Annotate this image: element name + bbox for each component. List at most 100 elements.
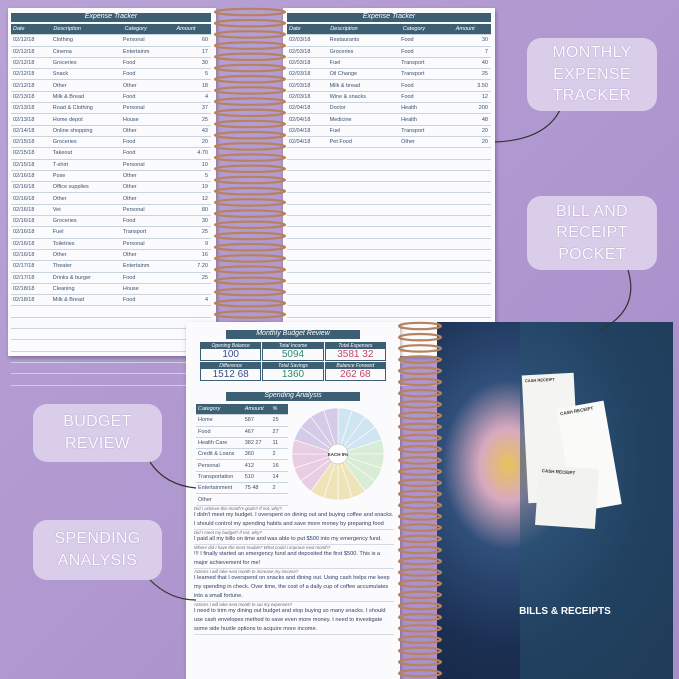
cell: 467 bbox=[244, 428, 254, 435]
spiral-ring bbox=[397, 422, 443, 432]
cell-label: Total Income bbox=[263, 343, 323, 349]
cell: Cinema bbox=[52, 48, 72, 55]
table-row bbox=[11, 329, 211, 341]
table-row: 02/16/18 Other Other 12 bbox=[11, 193, 211, 205]
question: Did I meet my budget? If not, why? bbox=[194, 530, 262, 535]
cell: Food bbox=[198, 428, 211, 435]
cell: 02/15/18 bbox=[13, 161, 35, 168]
cell: Entertainment bbox=[198, 485, 233, 492]
cell: 02/03/18 bbox=[289, 71, 311, 78]
table-row: 02/13/18 Milk & Bread Food 4 bbox=[11, 92, 211, 104]
answer: I didn't meet my budget. I overspent on … bbox=[194, 511, 394, 530]
cell: T-shirt bbox=[52, 161, 69, 168]
cell: 02/03/18 bbox=[289, 48, 311, 55]
cell: 02/17/18 bbox=[13, 274, 35, 281]
cell-label: Difference bbox=[201, 363, 261, 369]
pie-segment bbox=[323, 407, 339, 455]
table-row bbox=[11, 352, 211, 363]
table-row: Other bbox=[196, 494, 288, 506]
spiral-binding bbox=[213, 7, 287, 353]
arrow bbox=[149, 579, 197, 601]
table-row bbox=[11, 340, 211, 352]
cell: Personal bbox=[122, 206, 145, 213]
table-row: Food 467 27 bbox=[196, 427, 288, 438]
spiral-ring bbox=[213, 276, 287, 286]
cell: Transport bbox=[122, 229, 147, 236]
table-row: 02/15/18 Takeout Food 4.70 bbox=[11, 148, 211, 160]
cell: 3.50 bbox=[477, 82, 488, 89]
cell: 4.70 bbox=[197, 150, 208, 157]
cell: Road & Clothing bbox=[52, 105, 93, 112]
table-row: 02/16/18 Vet Personal 80 bbox=[11, 205, 211, 217]
callout: SPENDING ANALYSIS bbox=[33, 520, 162, 580]
cell: 4 bbox=[204, 93, 208, 100]
cell: Home depot bbox=[52, 116, 83, 123]
cell: Online shopping bbox=[52, 127, 93, 134]
pie-center bbox=[327, 443, 349, 465]
spiral-ring bbox=[397, 489, 443, 499]
cell: 02/13/18 bbox=[13, 105, 35, 112]
spiral-ring bbox=[213, 242, 287, 252]
cell: 2 bbox=[272, 485, 276, 492]
spiral-ring bbox=[213, 186, 287, 196]
spiral-ring bbox=[213, 119, 287, 129]
cell: 02/17/18 bbox=[13, 263, 35, 270]
table-row: 02/15/18 Groceries Food 20 bbox=[11, 137, 211, 149]
arrow bbox=[149, 461, 197, 489]
cell: 02/04/18 bbox=[289, 139, 311, 146]
cell: Groceries bbox=[52, 139, 77, 146]
spiral-ring bbox=[397, 321, 443, 331]
cell: 16 bbox=[201, 252, 208, 259]
cell: Milk & Bread bbox=[52, 297, 84, 304]
cell: Other bbox=[52, 82, 67, 89]
cell: Entertainm bbox=[122, 48, 150, 55]
cell-value: 1360 bbox=[281, 369, 305, 380]
spiral-ring bbox=[397, 657, 443, 667]
spiral-ring bbox=[213, 97, 287, 106]
spiral-ring bbox=[213, 153, 287, 162]
table-row: 02/04/18 Pet Food Other 20 bbox=[287, 137, 491, 149]
spiral-ring bbox=[397, 635, 443, 644]
table-row: 02/14/18 Online shopping Other 43 bbox=[11, 126, 211, 137]
cell: 02/03/18 bbox=[289, 93, 311, 100]
cell: Transport bbox=[401, 71, 425, 78]
spiral-ring bbox=[213, 298, 287, 308]
table-row bbox=[287, 273, 491, 284]
cell: 25 bbox=[272, 417, 279, 424]
table-row bbox=[287, 250, 491, 262]
cell: Food bbox=[122, 274, 136, 281]
cell-value: 5094 bbox=[281, 349, 305, 360]
cell: Oil Change bbox=[329, 71, 358, 78]
cell: 37 bbox=[201, 105, 208, 112]
cell: House bbox=[122, 285, 139, 292]
table-row: Entertainment 75 48 2 bbox=[196, 483, 288, 495]
spiral-ring bbox=[397, 388, 443, 398]
spiral-ring bbox=[397, 400, 443, 409]
cell: Food bbox=[401, 48, 414, 55]
spiral-ring bbox=[213, 310, 287, 319]
cell: 11 bbox=[272, 440, 279, 447]
cell-label: Total Expenses bbox=[325, 343, 385, 349]
table-row: 02/16/18 Groceries Food 30 bbox=[11, 216, 211, 228]
question: Actions I will take next month to cut my… bbox=[194, 602, 293, 607]
cell: Other bbox=[122, 127, 137, 134]
cell: Takeout bbox=[52, 150, 73, 157]
cell: Fuel bbox=[329, 127, 341, 134]
cell: 43 bbox=[201, 127, 208, 134]
budget-cell: Total Expenses 3581 32 bbox=[324, 342, 386, 361]
table-row: 02/12/18 Snack Food 5 bbox=[11, 69, 211, 81]
table-row: 02/16/18 Fuel Transport 25 bbox=[11, 227, 211, 239]
table-row bbox=[11, 306, 211, 318]
cell: Other bbox=[198, 496, 212, 503]
cell: Other bbox=[401, 139, 415, 146]
cell: Doctor bbox=[329, 105, 346, 112]
spiral-ring bbox=[213, 7, 287, 17]
cell: Personal bbox=[198, 462, 220, 469]
cell: 02/16/18 bbox=[13, 206, 35, 213]
spiral-ring bbox=[397, 646, 443, 656]
cell: 75 48 bbox=[244, 485, 259, 492]
cell: 7.20 bbox=[197, 263, 208, 270]
cell: Medicine bbox=[329, 116, 352, 123]
cell: Fuel bbox=[52, 229, 64, 236]
